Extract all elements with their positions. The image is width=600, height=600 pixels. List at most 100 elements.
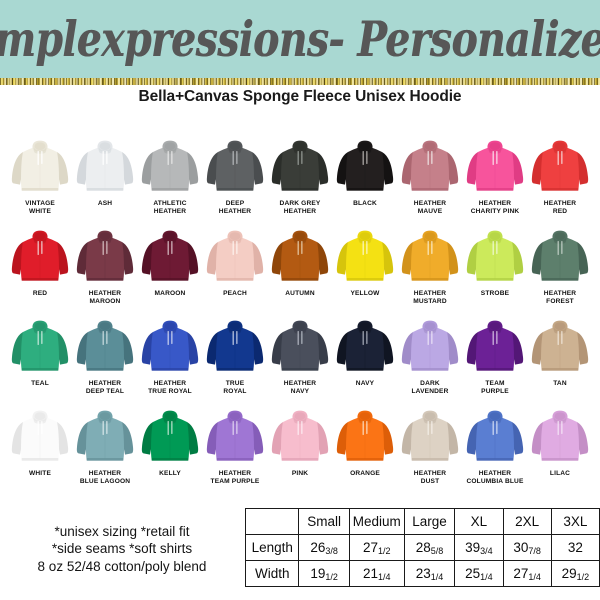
color-swatch-label: ORANGE bbox=[350, 470, 380, 477]
color-swatch-navy[interactable]: NAVY bbox=[333, 319, 397, 409]
color-swatch-label: HEATHER TRUE ROYAL bbox=[148, 380, 192, 396]
color-swatch-kelly[interactable]: KELLY bbox=[138, 409, 202, 499]
color-swatch-label: HEATHER TEAM PURPLE bbox=[210, 470, 260, 486]
color-swatch-label: VINTAGE WHITE bbox=[25, 200, 55, 216]
hoodie-icon bbox=[268, 229, 332, 289]
color-swatch-label: HEATHER FOREST bbox=[543, 290, 577, 306]
color-swatch-black[interactable]: BLACK bbox=[333, 139, 397, 229]
color-swatch-heather-team-purple[interactable]: HEATHER TEAM PURPLE bbox=[203, 409, 267, 499]
color-swatch-red[interactable]: RED bbox=[8, 229, 72, 319]
color-swatch-label: ATHLETIC HEATHER bbox=[153, 200, 187, 216]
hoodie-icon bbox=[203, 139, 267, 199]
color-swatch-heather-charity-pink[interactable]: HEATHER CHARITY PINK bbox=[463, 139, 527, 229]
size-table-measurement-cell: 393/4 bbox=[454, 534, 504, 561]
size-table-column-header: XL bbox=[454, 508, 504, 535]
size-table-row-label: Width bbox=[244, 560, 300, 587]
hoodie-icon bbox=[73, 229, 137, 289]
color-swatch-orange[interactable]: ORANGE bbox=[333, 409, 397, 499]
color-swatch-team-purple[interactable]: TEAM PURPLE bbox=[463, 319, 527, 409]
color-swatch-heather-columbia-blue[interactable]: HEATHER COLUMBIA BLUE bbox=[463, 409, 527, 499]
color-swatch-pink[interactable]: PINK bbox=[268, 409, 332, 499]
color-swatch-dark-lavender[interactable]: DARK LAVENDER bbox=[398, 319, 462, 409]
hoodie-icon bbox=[528, 139, 592, 199]
color-swatch-heather-dust[interactable]: HEATHER DUST bbox=[398, 409, 462, 499]
hoodie-icon bbox=[463, 139, 527, 199]
color-swatch-label: MAROON bbox=[154, 290, 186, 297]
color-swatch-label: LILAC bbox=[549, 470, 571, 477]
size-table-measurement-cell: 263/8 bbox=[298, 534, 350, 561]
color-swatch-label: DARK GREY HEATHER bbox=[279, 200, 321, 216]
table-header-row: Small Medium Large XL 2XL 3XL bbox=[244, 508, 600, 535]
color-swatch-yellow[interactable]: YELLOW bbox=[333, 229, 397, 319]
color-swatch-maroon[interactable]: MAROON bbox=[138, 229, 202, 319]
product-subtitle: Bella+Canvas Sponge Fleece Unisex Hoodie bbox=[138, 88, 462, 105]
color-swatch-label: KELLY bbox=[159, 470, 181, 477]
color-swatch-label: RED bbox=[32, 290, 48, 297]
hoodie-icon bbox=[463, 409, 527, 469]
color-swatch-lilac[interactable]: LILAC bbox=[528, 409, 592, 499]
color-swatch-tan[interactable]: TAN bbox=[528, 319, 592, 409]
color-swatch-heather-red[interactable]: HEATHER RED bbox=[528, 139, 592, 229]
color-swatch-autumn[interactable]: AUTUMN bbox=[268, 229, 332, 319]
color-swatch-label: HEATHER MAUVE bbox=[413, 200, 447, 216]
color-swatch-label: HEATHER MAROON bbox=[88, 290, 122, 306]
size-table-measurement-cell: 191/2 bbox=[298, 560, 350, 587]
hoodie-icon bbox=[398, 319, 462, 379]
color-swatch-label: STROBE bbox=[480, 290, 510, 297]
hoodie-icon bbox=[203, 229, 267, 289]
size-table-measurement-cell: 271/2 bbox=[348, 534, 405, 561]
color-swatch-label: TRUE ROYAL bbox=[223, 380, 247, 396]
color-swatch-heather-blue-lagoon[interactable]: HEATHER BLUE LAGOON bbox=[73, 409, 137, 499]
color-swatch-heather-true-royal[interactable]: HEATHER TRUE ROYAL bbox=[138, 319, 202, 409]
header-banner: Simplexpressions- Personalized! bbox=[0, 0, 600, 78]
size-table-measurement-cell: 271/4 bbox=[502, 560, 552, 587]
size-table-measurement-cell: 32 bbox=[550, 534, 600, 561]
product-details-note: *unisex sizing *retail fit *side seams *… bbox=[37, 524, 207, 574]
color-swatch-true-royal[interactable]: TRUE ROYAL bbox=[203, 319, 267, 409]
color-swatch-label: HEATHER BLUE LAGOON bbox=[79, 470, 131, 486]
color-swatch-teal[interactable]: TEAL bbox=[8, 319, 72, 409]
color-swatch-label: DARK LAVENDER bbox=[411, 380, 449, 396]
hoodie-icon bbox=[398, 139, 462, 199]
color-swatch-label: AUTUMN bbox=[285, 290, 315, 297]
size-table-measurement-cell: 211/4 bbox=[348, 560, 405, 587]
color-swatch-label: HEATHER COLUMBIA BLUE bbox=[466, 470, 524, 486]
color-swatch-heather-deep-teal[interactable]: HEATHER DEEP TEAL bbox=[73, 319, 137, 409]
color-swatch-strobe[interactable]: STROBE bbox=[463, 229, 527, 319]
size-table-row: Width 191/2 211/4 231/4 251/4 271/4 291/2 bbox=[244, 560, 600, 587]
size-table-measurement-cell: 251/4 bbox=[454, 560, 504, 587]
size-chart-head: Small Medium Large XL 2XL 3XL bbox=[244, 508, 600, 535]
size-table-column-header: 2XL bbox=[502, 508, 552, 535]
hoodie-icon bbox=[73, 409, 137, 469]
color-swatch-label: PEACH bbox=[223, 290, 247, 297]
color-swatch-heather-maroon[interactable]: HEATHER MAROON bbox=[73, 229, 137, 319]
hoodie-icon bbox=[463, 319, 527, 379]
color-swatch-heather-navy[interactable]: HEATHER NAVY bbox=[268, 319, 332, 409]
color-swatch-label: TEAL bbox=[31, 380, 49, 387]
size-chart-table: Small Medium Large XL 2XL 3XL Length 263/8 271/… bbox=[244, 508, 600, 587]
size-table-measurement-cell: 285/8 bbox=[403, 534, 456, 561]
color-swatch-heather-mauve[interactable]: HEATHER MAUVE bbox=[398, 139, 462, 229]
hoodie-icon bbox=[528, 409, 592, 469]
size-table-row-label: Length bbox=[244, 534, 300, 561]
color-swatch-peach[interactable]: PEACH bbox=[203, 229, 267, 319]
color-swatch-vintage-white[interactable]: VINTAGE WHITE bbox=[8, 139, 72, 229]
hoodie-icon bbox=[73, 319, 137, 379]
color-swatch-deep-heather[interactable]: DEEP HEATHER bbox=[203, 139, 267, 229]
color-swatch-label: BLACK bbox=[353, 200, 377, 207]
hoodie-icon bbox=[333, 229, 397, 289]
gold-glitter-divider bbox=[0, 78, 600, 85]
color-swatch-dark-grey-heather[interactable]: DARK GREY HEATHER bbox=[268, 139, 332, 229]
hoodie-icon bbox=[203, 409, 267, 469]
hoodie-icon bbox=[463, 229, 527, 289]
color-swatch-white[interactable]: WHITE bbox=[8, 409, 72, 499]
size-table-column-header: Large bbox=[403, 508, 456, 535]
color-swatch-athletic-heather[interactable]: ATHLETIC HEATHER bbox=[138, 139, 202, 229]
color-swatch-label: HEATHER DEEP TEAL bbox=[85, 380, 125, 396]
size-table-corner-cell bbox=[244, 508, 300, 535]
color-swatch-heather-forest[interactable]: HEATHER FOREST bbox=[528, 229, 592, 319]
color-swatch-heather-mustard[interactable]: HEATHER MUSTARD bbox=[398, 229, 462, 319]
hoodie-icon bbox=[8, 229, 72, 289]
hoodie-icon bbox=[138, 319, 202, 379]
color-swatch-ash[interactable]: ASH bbox=[73, 139, 137, 229]
